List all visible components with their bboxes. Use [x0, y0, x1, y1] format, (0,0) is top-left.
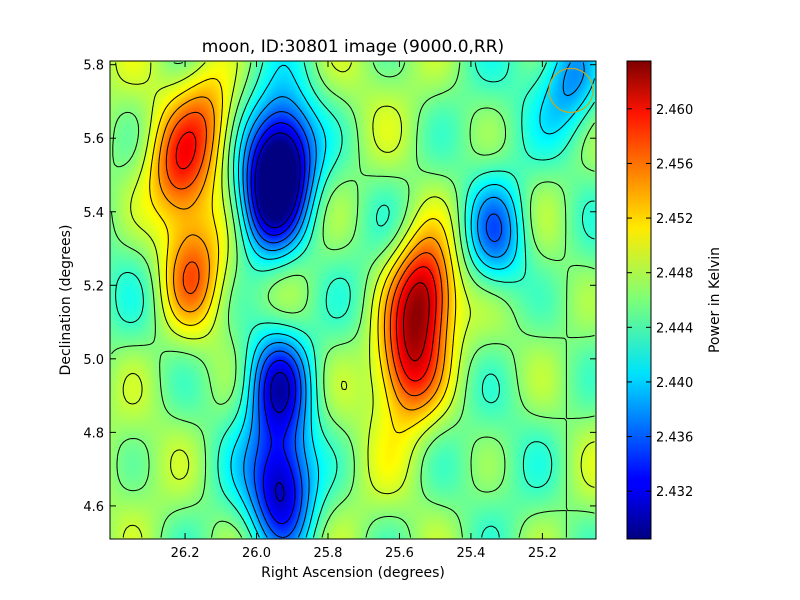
colorbar-label: Power in Kelvin [707, 247, 723, 353]
colorbar-tick-label: 2.452 [656, 212, 693, 227]
x-axis-label: Right Ascension (degrees) [261, 565, 445, 581]
y-tick-label: 4.8 [83, 426, 104, 441]
x-tick-label: 25.6 [385, 546, 414, 561]
colorbar-tick-label: 2.456 [656, 157, 693, 172]
contour-line [115, 62, 595, 538]
colorbar-tick-label: 2.436 [656, 431, 693, 446]
colorbar-tick-label: 2.432 [656, 485, 693, 500]
contour-line [250, 122, 306, 525]
contour-line [158, 96, 449, 411]
contour-line [246, 111, 503, 538]
colorbar-ticks: 2.432 2.436 2.440 2.444 2.448 2.452 2.456 2.460 [627, 103, 693, 500]
colorbar-tick-label: 2.440 [656, 376, 693, 391]
y-tick-label: 5.6 [83, 132, 104, 147]
y-tick-label: 5.4 [83, 206, 104, 221]
x-axis-ticks: 26.2 26.0 25.8 25.6 25.4 25.2 [171, 61, 557, 561]
y-tick-label: 5.0 [83, 353, 104, 368]
contour-line [230, 62, 595, 538]
heatmap-image [110, 61, 596, 539]
beam-circle [548, 67, 594, 114]
contour-lines [111, 62, 595, 538]
x-tick-label: 25.2 [528, 546, 557, 561]
y-axis-ticks: 4.6 4.8 5.0 5.2 5.4 5.6 5.8 [83, 59, 596, 515]
contour-line [149, 78, 457, 434]
x-tick-label: 25.4 [456, 546, 485, 561]
y-tick-label: 4.6 [83, 500, 104, 515]
x-tick-label: 26.2 [171, 546, 200, 561]
plot-frame [109, 60, 597, 540]
x-tick-label: 26.0 [242, 546, 271, 561]
y-tick-label: 5.8 [83, 59, 104, 74]
y-axis-label: Declination (degrees) [58, 225, 74, 376]
colorbar-tick-label: 2.460 [656, 103, 693, 118]
contour-line [175, 131, 437, 382]
chart-title: moon, ID:30801 image (9000.0,RR) [202, 37, 504, 57]
contour-line [242, 62, 585, 538]
colorbar-tick-label: 2.448 [656, 267, 693, 282]
contour-line [111, 62, 595, 538]
heatmap-raster [110, 61, 596, 539]
colorbar [626, 60, 652, 540]
contour-line [403, 282, 430, 362]
contour-line [115, 62, 595, 538]
y-tick-label: 5.2 [83, 279, 104, 294]
colorbar-tick-label: 2.444 [656, 321, 693, 336]
contour-line [165, 111, 443, 397]
x-tick-label: 25.8 [314, 546, 343, 561]
contour-line [254, 132, 301, 502]
